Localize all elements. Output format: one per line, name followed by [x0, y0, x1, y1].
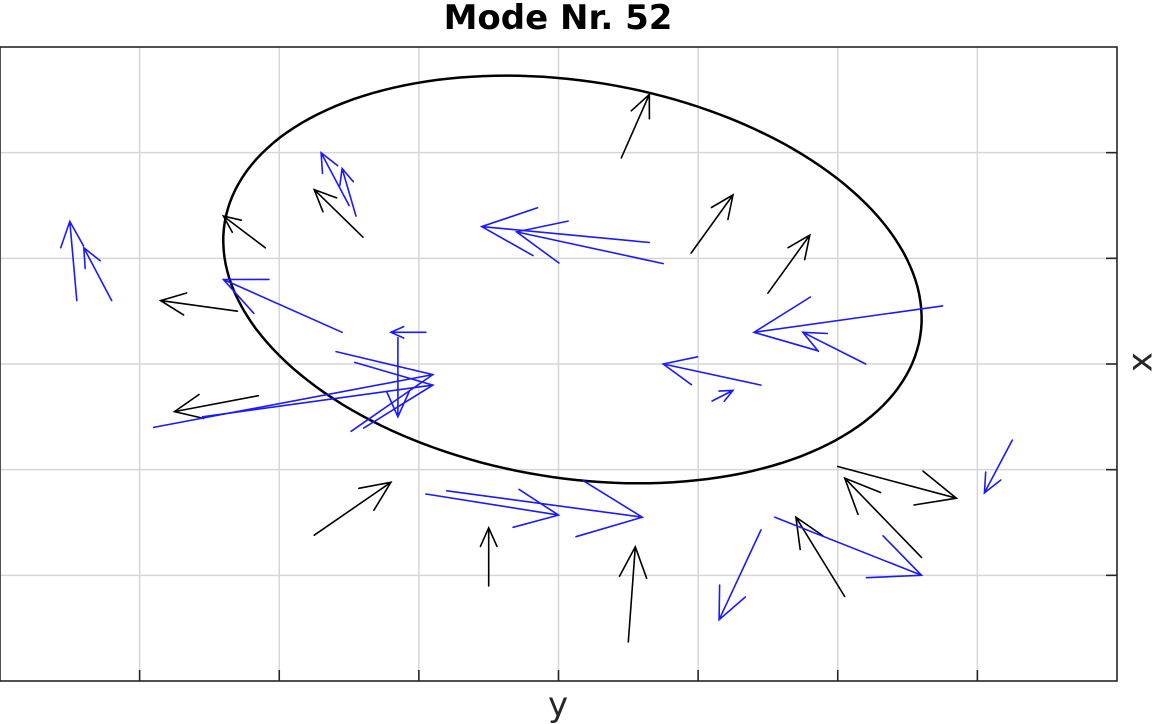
arrow-1-2: [339, 166, 357, 217]
arrow-1-3: [320, 150, 350, 207]
grid-lines: [0, 47, 1117, 681]
arrow-0-5: [158, 292, 239, 316]
axes-frame: [0, 46, 1118, 682]
y-axis-label: x: [1121, 352, 1156, 372]
arrow-1-5: [479, 207, 651, 257]
arrow-0-11: [843, 476, 923, 559]
arrow-0-2: [767, 233, 811, 294]
arrow-1-17: [983, 439, 1014, 495]
arrow-0-8: [479, 525, 498, 587]
arrow-series-1: [59, 150, 1014, 622]
arrow-1-19: [718, 529, 762, 622]
arrow-1-12: [446, 480, 645, 538]
arrow-1-9: [152, 350, 435, 433]
arrow-1-11: [425, 488, 561, 529]
arrow-1-4: [514, 220, 664, 265]
arrow-1-8: [385, 336, 410, 419]
arrow-1-7: [388, 325, 427, 339]
arrow-0-10: [794, 515, 846, 598]
arrow-1-1: [82, 246, 113, 302]
arrow-0-1: [690, 193, 735, 254]
ellipse-contour: [222, 74, 923, 485]
chart-title: Mode Nr. 52: [444, 0, 673, 38]
arrow-0-6: [172, 393, 260, 420]
arrow-0-3: [312, 188, 364, 238]
arrow-0-7: [313, 481, 393, 536]
arrow-0-4: [221, 214, 267, 249]
arrow-0-9: [618, 544, 648, 643]
arrow-1-6: [221, 278, 343, 334]
arrow-1-18: [774, 516, 924, 579]
x-axis-label: y: [548, 685, 568, 724]
arrow-1-15: [661, 356, 762, 386]
arrow-series-0: [158, 92, 959, 643]
arrow-1-10: [201, 361, 435, 429]
arrow-0-12: [837, 465, 959, 506]
arrow-field: [59, 92, 1014, 643]
arrow-1-14: [801, 331, 867, 365]
arrow-1-13: [752, 296, 944, 352]
arrow-1-16: [711, 389, 735, 403]
axis-ticks: [138, 151, 1117, 681]
arrow-1-0: [59, 219, 85, 302]
arrow-0-0: [620, 92, 651, 159]
